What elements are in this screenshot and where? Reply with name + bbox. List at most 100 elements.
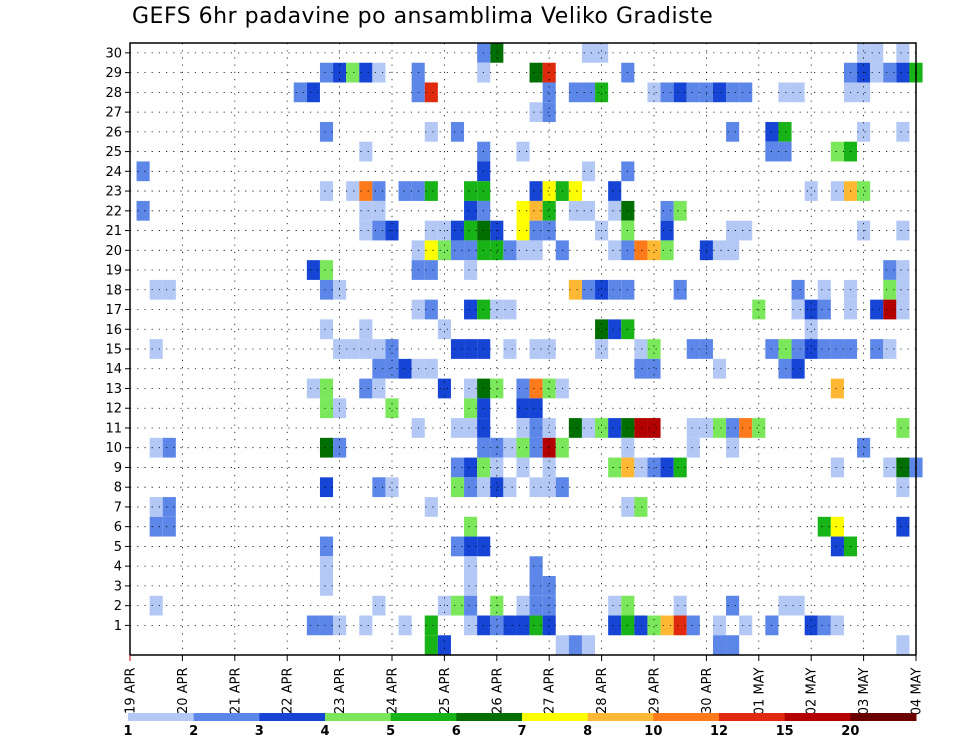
heatmap-cell	[424, 240, 438, 261]
heatmap-cell	[424, 220, 438, 241]
y-tick-label: 16	[105, 323, 122, 338]
heatmap-cell	[726, 437, 740, 458]
heatmap-cell	[319, 121, 334, 142]
heatmap-cell	[817, 516, 831, 537]
heatmap-cell	[804, 615, 818, 636]
heatmap-cell	[883, 299, 897, 320]
heatmap-cell	[136, 200, 150, 221]
heatmap-cell	[359, 339, 373, 359]
heatmap-cell	[883, 279, 897, 300]
legend-swatch	[719, 713, 786, 721]
legend-swatch	[456, 713, 523, 721]
heatmap-cell	[162, 497, 176, 517]
heatmap-cell	[359, 615, 373, 636]
heatmap-cell	[870, 62, 884, 83]
color-legend: 1 2 3 4 5 6 7 8 10 12 15 20	[123, 713, 917, 739]
heatmap-cell	[424, 358, 438, 379]
heatmap-cell	[634, 497, 648, 517]
heatmap-cell	[660, 82, 674, 103]
heatmap-cell	[372, 200, 386, 221]
legend-swatch	[128, 713, 195, 721]
heatmap-cell	[542, 418, 556, 438]
heatmap-cell	[346, 62, 360, 83]
legend-swatch	[850, 713, 917, 721]
heatmap-cell	[778, 358, 792, 379]
x-tick-label: 28 APR	[595, 668, 610, 714]
heatmap-cell	[359, 181, 373, 201]
legend-swatch	[193, 713, 260, 721]
legend-label: 1	[123, 724, 132, 739]
heatmap-cell	[542, 437, 556, 458]
heatmap-cell	[359, 220, 373, 241]
heatmap-cell	[804, 181, 818, 201]
heatmap-cell	[634, 240, 648, 261]
heatmap-cell	[673, 595, 687, 616]
heatmap-cell	[529, 615, 543, 636]
heatmap-cell	[542, 378, 556, 399]
heatmap-cell	[385, 477, 399, 498]
heatmap-cell	[149, 595, 163, 616]
heatmap-cell	[791, 299, 805, 320]
heatmap-cell	[857, 82, 871, 103]
heatmap-cell	[529, 398, 543, 419]
legend-label: 15	[776, 724, 794, 739]
y-tick-label: 25	[105, 145, 122, 160]
heatmap-cell	[595, 418, 609, 438]
heatmap-cell	[424, 615, 438, 636]
heatmap-cell	[791, 358, 805, 379]
heatmap-cell	[712, 615, 727, 636]
y-tick-label: 5	[114, 540, 122, 555]
heatmap-cell	[595, 82, 609, 103]
heatmap-cell	[712, 82, 727, 103]
y-tick-label: 9	[114, 461, 122, 476]
grid-lines	[130, 43, 916, 655]
heatmap-cell	[319, 398, 334, 419]
heatmap-cell	[503, 339, 517, 359]
heatmap-cell	[162, 437, 176, 458]
heatmap-cell	[542, 576, 556, 596]
heatmap-cell	[896, 121, 910, 142]
heatmap-cell	[437, 319, 451, 340]
heatmap-cell	[464, 556, 478, 577]
heatmap-cell	[542, 102, 556, 122]
heatmap-cell	[752, 418, 766, 438]
heatmap-cell	[464, 576, 478, 596]
heatmap-cell	[306, 82, 320, 103]
heatmap-cell	[516, 595, 530, 616]
y-tick-label: 27	[105, 106, 122, 121]
heatmap-cell	[568, 82, 582, 103]
heatmap-cell	[424, 82, 438, 103]
heatmap-cell	[647, 339, 661, 359]
heatmap-cell	[857, 43, 871, 63]
x-tick-label: 24 APR	[386, 668, 401, 714]
heatmap-cell	[791, 339, 805, 359]
heatmap-cell	[529, 181, 543, 201]
heatmap-cell	[503, 299, 517, 320]
heatmap-cell	[608, 319, 622, 340]
heatmap-cell	[490, 615, 504, 636]
heatmap-cell	[450, 457, 465, 478]
heatmap-cell	[595, 339, 609, 359]
heatmap-cell	[149, 497, 163, 517]
heatmap-cell	[568, 418, 582, 438]
y-tick-label: 2	[114, 599, 122, 614]
legend-label: 12	[710, 724, 728, 739]
heatmap-cell	[464, 516, 478, 537]
legend-swatch	[587, 713, 654, 721]
heatmap-cell	[896, 635, 910, 655]
heatmap-cell	[581, 418, 596, 438]
heatmap-cell	[673, 200, 687, 221]
heatmap-cell	[660, 220, 674, 241]
heatmap-cell	[608, 595, 622, 616]
heatmap-cell	[568, 635, 582, 655]
heatmap-cell	[162, 516, 176, 537]
heatmap-cell	[450, 240, 465, 261]
heatmap-cell	[896, 477, 910, 498]
heatmap-cell	[319, 279, 334, 300]
heatmap-cell	[516, 378, 530, 399]
legend-swatch	[259, 713, 326, 721]
heatmap-cell	[450, 477, 465, 498]
heatmap-cell	[306, 260, 320, 280]
heatmap-cell	[450, 595, 465, 616]
heatmap-cell	[503, 437, 517, 458]
